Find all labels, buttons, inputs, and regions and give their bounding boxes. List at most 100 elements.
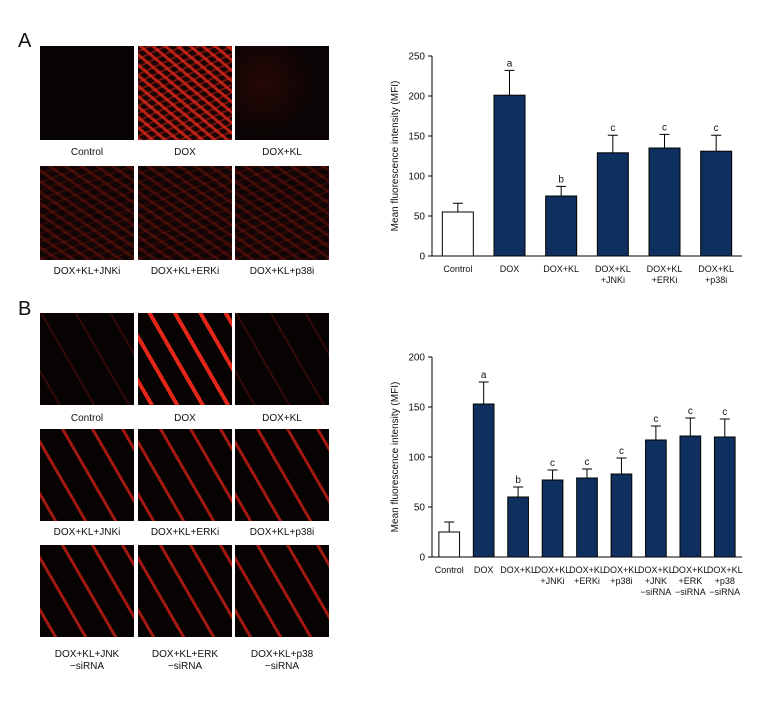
micrograph [40,313,134,405]
error-bar [504,69,515,96]
y-tick-label: 150 [408,403,425,414]
x-tick-label: Control [443,264,473,274]
significance-label: a [507,58,513,69]
error-bar [452,202,463,212]
panel-label: A [18,30,32,52]
significance-label: c [585,457,590,468]
significance-label: c [653,414,658,425]
x-tick-label: DOX [499,264,520,274]
image-caption: DOX+KL+ERKi [150,266,220,277]
error-bar [513,486,524,497]
bar [541,479,564,558]
bar [610,473,633,558]
y-tick-label: 100 [408,453,425,464]
x-tick-label: DOX+KL +p38 −siRNA [706,565,743,597]
image-caption: DOX [174,147,196,158]
y-tick-label: 100 [408,172,425,183]
micrograph [40,46,134,140]
image-caption: DOX+KL+p38 −siRNA [250,649,314,672]
x-tick-label: DOX+KL +JNK −siRNA [637,565,674,597]
x-tick-label: DOX [473,565,494,575]
bar [507,496,529,558]
x-tick-label: DOX+KL +ERK −siRNA [672,565,709,597]
error-bar [719,418,730,437]
bar [596,152,629,257]
significance-label: c [550,458,555,469]
significance-label: b [558,174,564,185]
x-tick-label: DOX+KL +ERKi [569,565,605,586]
x-tick-label: DOX+KL +p38i [603,565,640,586]
significance-label: c [610,123,615,134]
image-caption: DOX+KL+p38i [249,527,315,538]
significance-label: c [688,406,693,417]
micrograph [138,46,232,140]
significance-label: b [515,475,521,486]
x-tick-label: DOX+KL +ERKi [646,264,683,285]
bar [576,477,598,558]
y-tick-label: 0 [419,252,425,263]
panel-label: B [18,298,32,320]
y-tick-label: 0 [419,553,425,564]
error-bar [582,468,592,478]
error-bar [659,133,670,148]
micrograph [138,545,232,637]
micrograph [138,166,232,260]
image-caption: DOX+KL [262,147,302,158]
bar [438,531,461,558]
y-tick-label: 150 [408,132,425,143]
image-caption: DOX+KL [262,413,302,424]
error-bar [650,425,661,440]
micrograph [235,46,329,140]
image-caption: Control [70,147,104,158]
error-bar [547,469,558,480]
error-bar [556,185,567,196]
micrograph [138,313,232,405]
error-bar [685,417,696,436]
micrograph [235,429,329,521]
y-tick-label: 250 [408,52,425,63]
image-caption: DOX+KL+ERK −siRNA [151,649,219,672]
image-caption: DOX+KL+JNK −siRNA [54,649,120,672]
micrograph [40,429,134,521]
bar [713,436,736,558]
x-tick-label: DOX+KL [500,565,536,575]
x-tick-label: DOX+KL [543,264,580,274]
error-bar [616,457,627,474]
x-tick-label: DOX+KL +JNKi [594,264,631,285]
y-tick-label: 200 [408,353,425,364]
y-tick-label: 50 [414,503,426,514]
x-tick-label: DOX+KL +p38i [698,264,735,285]
y-axis-label: Mean fluorescence intensity (MFI) [390,382,401,533]
bar [493,94,526,257]
significance-label: c [619,446,624,457]
x-tick-label: Control [434,565,464,575]
micrograph [235,313,329,405]
image-caption: DOX+KL+ERKi [150,527,220,538]
x-tick-label: DOX+KL +JNKi [534,565,571,586]
bar [472,403,495,558]
significance-label: c [662,122,667,133]
y-tick-label: 50 [414,212,426,223]
micrograph [138,429,232,521]
image-caption: DOX+KL+p38i [249,266,315,277]
image-caption: DOX [174,413,196,424]
micrograph [40,166,134,260]
image-caption: Control [70,413,104,424]
y-tick-label: 200 [408,92,425,103]
image-caption: DOX+KL+JNKi [53,527,121,538]
y-axis-label: Mean fluorescence intensity (MFI) [390,81,401,232]
bar [679,435,702,558]
error-bar [607,134,618,153]
significance-label: c [714,123,719,134]
bar [645,439,667,558]
significance-label: a [481,370,487,381]
image-caption: DOX+KL+JNKi [53,266,121,277]
error-bar [478,381,489,404]
error-bar [444,521,455,532]
bar [648,147,681,257]
micrograph [235,545,329,637]
bar [545,195,578,257]
bar [441,211,474,257]
